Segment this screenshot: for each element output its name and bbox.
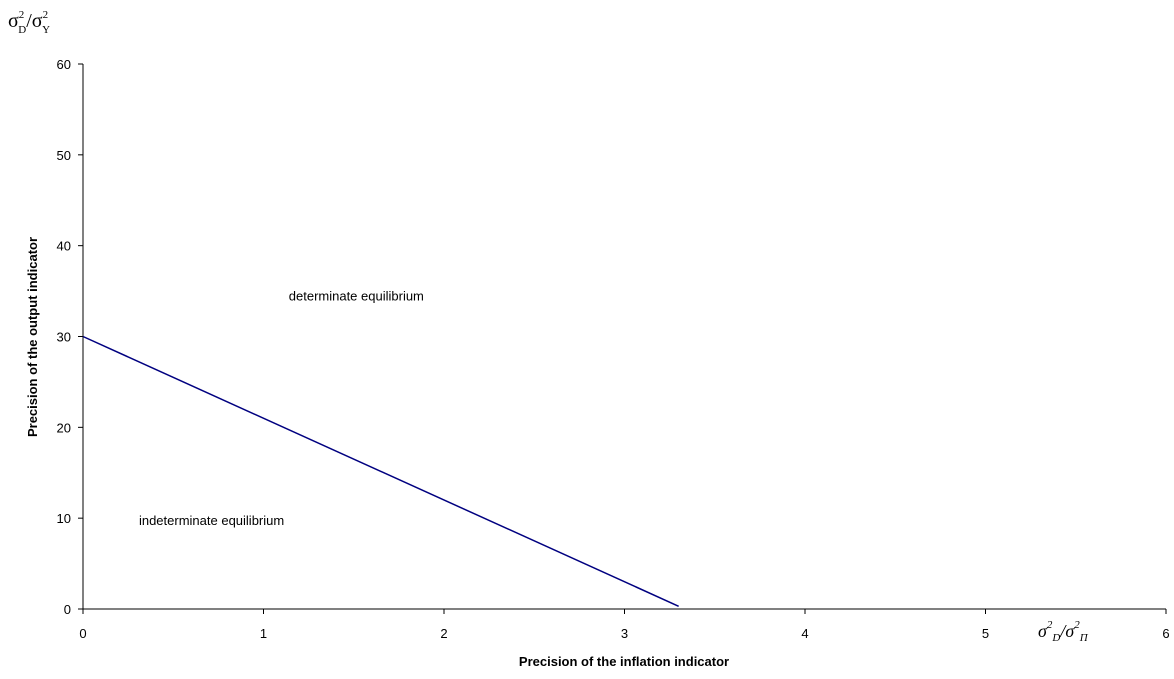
y-ratio-base-2: σ — [32, 10, 43, 32]
x-tick-label-1: 1 — [260, 626, 267, 641]
y-tick-label-1: 10 — [57, 511, 71, 526]
x-tick-label-4: 4 — [801, 626, 808, 641]
y-ticks: 0 10 20 30 40 50 60 — [57, 57, 83, 617]
x-ratio-sub-1: D — [1051, 632, 1060, 644]
annotation-0: determinate equilibrium — [289, 289, 424, 304]
x-tick-label-3: 3 — [621, 626, 628, 641]
y-tick-label-2: 20 — [57, 420, 71, 435]
y-ratio-sub-2: Y — [42, 24, 50, 36]
annotation-1: indeterminate equilibrium — [139, 513, 284, 528]
annotation-layer: determinate equilibrium indeterminate equ… — [139, 289, 424, 528]
y-tick-label-5: 50 — [57, 148, 71, 163]
y-tick-label-0: 0 — [64, 602, 71, 617]
x-ratio-slash: / — [1059, 621, 1067, 641]
series-line-0 — [82, 335, 679, 607]
y-tick-label-3: 30 — [57, 330, 71, 345]
x-ratio-sup-2: 2 — [1074, 619, 1080, 631]
y-ratio-label: σ2 D/σ2 Y — [8, 9, 50, 36]
x-ratio-base-1: σ — [1038, 621, 1048, 641]
x-tick-label-5: 5 — [982, 626, 989, 641]
x-tick-label-2: 2 — [440, 626, 447, 641]
y-tick-label-4: 40 — [57, 239, 71, 254]
y-ratio-base-1: σ — [8, 10, 19, 32]
series-layer — [82, 335, 679, 607]
x-ratio-label: σ2D/σ2Π — [1038, 619, 1089, 644]
x-tick-label-6: 6 — [1162, 626, 1169, 641]
x-ratio-base-2: σ — [1065, 621, 1075, 641]
x-tick-label-0: 0 — [79, 626, 86, 641]
y-tick-label-6: 60 — [57, 57, 71, 72]
y-ratio-sub-1: D — [18, 24, 26, 36]
x-axis-title: Precision of the inflation indicator — [519, 654, 729, 669]
y-ratio-sup-2: 2 — [43, 9, 49, 21]
y-axis-title: Precision of the output indicator — [25, 237, 40, 437]
x-ratio-sup-1: 2 — [1047, 619, 1053, 631]
x-ratio-sub-2: Π — [1079, 632, 1089, 644]
y-ratio-slash: / — [26, 10, 32, 32]
x-ticks: 0 1 2 3 4 5 6 — [79, 609, 1170, 641]
y-ratio-sup-1: 2 — [19, 9, 25, 21]
